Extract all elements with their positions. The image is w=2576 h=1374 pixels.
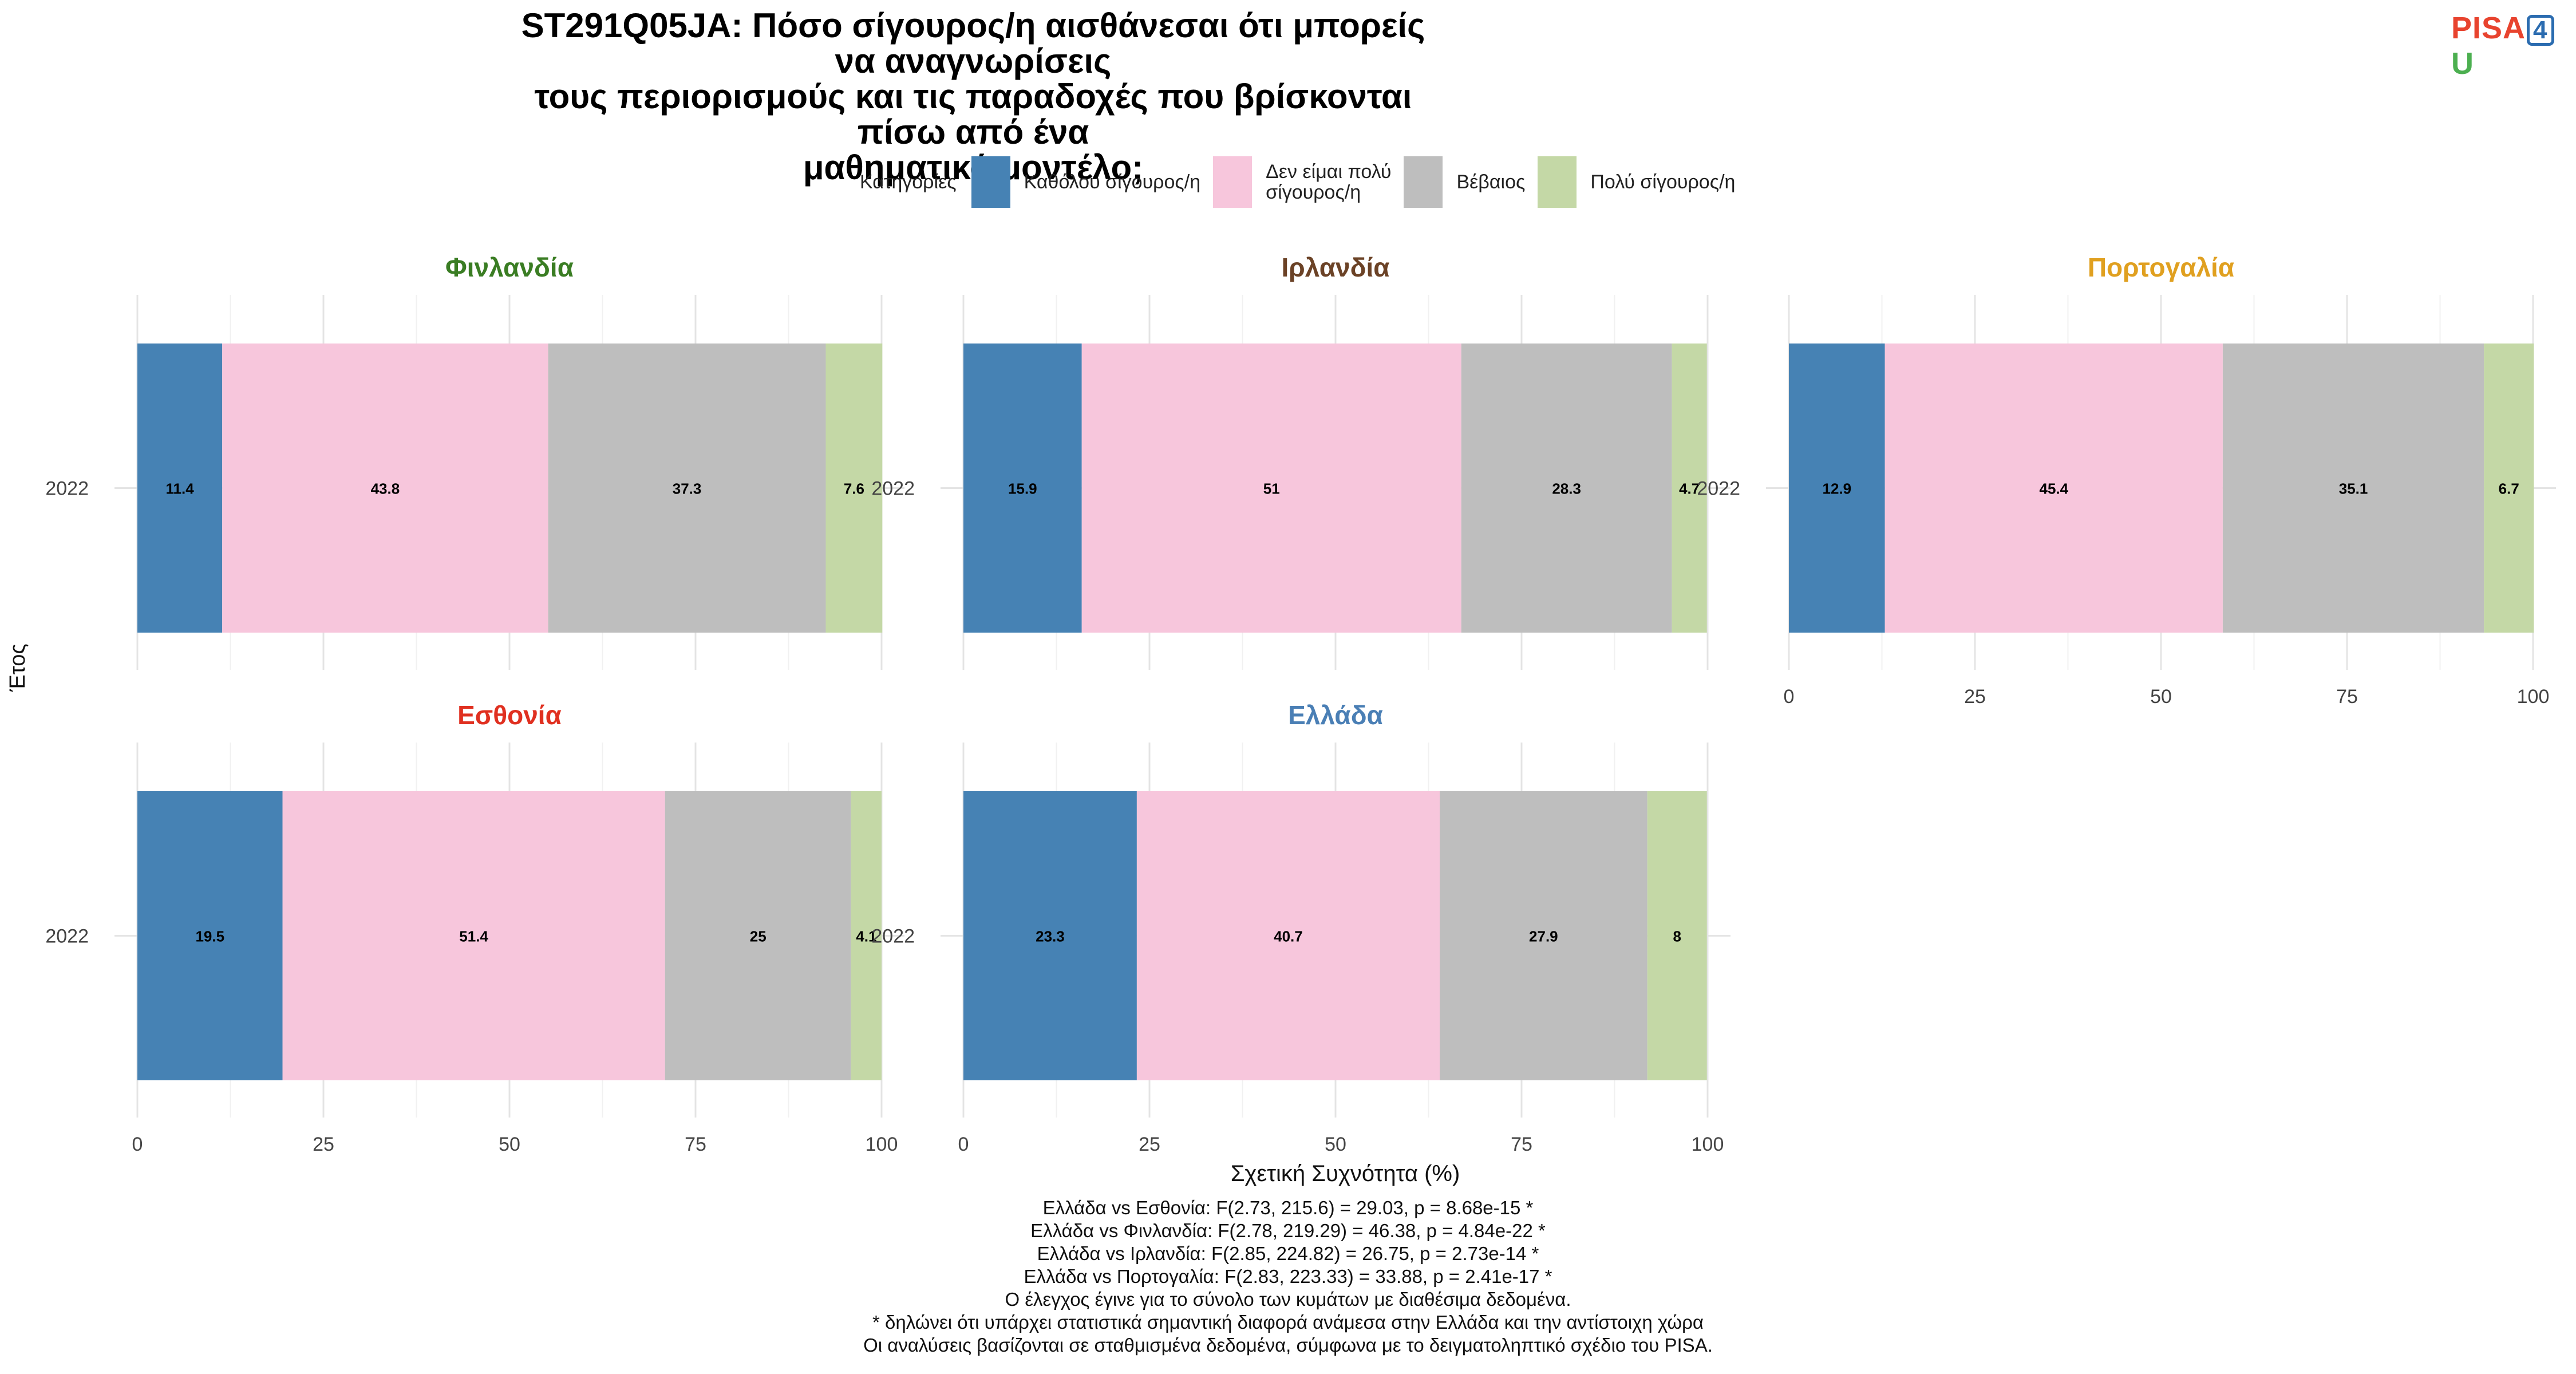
portugal-data-label-not-very-sure: 45.4 [2039,480,2068,498]
portugal-data-label-certain: 35.1 [2339,480,2368,498]
portugal-x-tick-label: 100 [2517,686,2550,708]
estonia-y-tick-label: 2022 [45,926,89,947]
estonia-data-label-certain: 25 [750,928,767,945]
greece-bar-not-sure [963,791,1137,1080]
greece-x-tick-label: 50 [1325,1134,1346,1155]
finland-bar-not-sure [137,344,223,633]
estonia-x-tick-label: 0 [132,1134,143,1155]
logo-pisa-text: PISA [2451,11,2526,45]
portugal-x-tick-label: 25 [1964,686,1986,708]
legend-label-not-very-sure: Δεν είμαι πολύ σίγουρος/η [1266,161,1392,203]
ireland-data-label-certain: 28.3 [1552,480,1581,498]
estonia-bar-very-sure [851,791,882,1080]
finland-data-label-very-sure: 7.6 [844,480,864,498]
portugal-bar-very-sure [2484,344,2534,633]
greece-y-tick-label: 2022 [871,926,915,947]
footer-line-6: * δηλώνει ότι υπάρχει στατιστικά σημαντι… [872,1312,1704,1333]
ireland-data-label-not-sure: 15.9 [1008,480,1037,498]
estonia-x-tick-label: 50 [499,1134,520,1155]
portugal-x-tick-label: 0 [1784,686,1795,708]
estonia-x-tick-label: 25 [313,1134,334,1155]
legend-item-certain: Βέβαιος [1404,156,1525,208]
greece-bar-certain [1440,791,1647,1080]
legend-swatch-not-very-sure [1213,156,1253,208]
finland-bar-certain [548,344,826,633]
estonia-x-tick-label: 75 [685,1134,706,1155]
ireland-data-label-very-sure: 4.7 [1679,480,1700,498]
legend-swatch-not-sure [971,156,1010,208]
pisa4u-logo: PISA 4 U [2451,10,2576,81]
greece-data-label-certain: 27.9 [1529,928,1558,945]
portugal-y-tick-label: 2022 [1697,478,1740,500]
portugal-bar-not-sure [1789,344,1885,633]
legend-label-very-sure: Πολύ σίγουρος/η [1590,171,1736,193]
title-line-2: τους περιορισμούς και τις παραδοχές που … [534,77,1412,151]
legend-title: Κατηγορίες [860,171,957,193]
finland-data-label-not-sure: 11.4 [166,480,195,498]
estonia-bar-certain [665,791,851,1080]
finland-data-label-certain: 37.3 [673,480,702,498]
footer-line-4: Ελλάδα vs Πορτογαλία: F(2.83, 223.33) = … [1024,1266,1552,1287]
greece-x-tick-label: 100 [1692,1134,1724,1155]
footer-line-5: Ο έλεγχος έγινε για το σύνολο των κυμάτω… [1005,1289,1571,1310]
footer-line-2: Ελλάδα vs Φινλανδία: F(2.78, 219.29) = 4… [1030,1220,1546,1241]
estonia-bar-not-very-sure [282,791,665,1080]
ireland-bar-not-sure [963,344,1082,633]
greece-bar-very-sure [1647,791,1707,1080]
portugal-data-label-not-sure: 12.9 [1823,480,1852,498]
footer-notes: Ελλάδα vs Εσθονία: F(2.73, 215.6) = 29.0… [716,1197,1860,1357]
panel-title-greece: Ελλάδα [1288,700,1383,730]
finland-bar-very-sure [825,344,883,633]
finland-data-label-not-very-sure: 43.8 [371,480,400,498]
greece-data-label-not-very-sure: 40.7 [1274,928,1303,945]
footer-line-3: Ελλάδα vs Ιρλανδία: F(2.85, 224.82) = 26… [1037,1243,1539,1264]
estonia-data-label-very-sure: 4.1 [856,928,876,945]
legend-label-not-sure: Καθόλου σίγουρος/η [1024,171,1201,193]
panel-title-finland: Φινλανδία [445,252,574,282]
estonia-bar-not-sure [137,791,283,1080]
portugal-data-label-very-sure: 6.7 [2499,480,2519,498]
ireland-bar-certain [1461,344,1672,633]
legend-swatch-very-sure [1538,156,1577,208]
greece-x-tick-label: 0 [958,1134,969,1155]
legend-item-not-sure: Καθόλου σίγουρος/η [971,156,1201,208]
finland-y-tick-label: 2022 [45,478,89,500]
finland-bar-not-very-sure [222,344,548,633]
estonia-x-tick-label: 100 [866,1134,898,1155]
greece-x-tick-label: 75 [1511,1134,1532,1155]
panel-title-estonia: Εσθονία [457,700,562,730]
logo-u-text: U [2451,46,2474,81]
portugal-x-tick-label: 75 [2336,686,2358,708]
ireland-y-tick-label: 2022 [871,478,915,500]
greece-bar-not-very-sure [1136,791,1440,1080]
greece-data-label-not-sure: 23.3 [1036,928,1065,945]
greece-x-tick-label: 25 [1139,1134,1160,1155]
footer-line-7: Οι αναλύσεις βασίζονται σε σταθμισμένα δ… [863,1334,1713,1356]
logo-four-text: 4 [2527,15,2554,46]
ireland-data-label-not-very-sure: 51 [1263,480,1280,498]
portugal-bar-not-very-sure [1884,344,2223,633]
ireland-bar-not-very-sure [1081,344,1461,633]
panel-title-portugal: Πορτογαλία [2087,252,2235,282]
x-axis-label: Σχετική Συχνότητα (%) [1230,1161,1460,1186]
portugal-bar-certain [2222,344,2484,633]
legend-item-very-sure: Πολύ σίγουρος/η [1538,156,1735,208]
legend-label-certain: Βέβαιος [1456,171,1526,193]
legend: Κατηγορίες Καθόλου σίγουρος/η Δεν είμαι … [860,156,1748,208]
estonia-data-label-not-very-sure: 51.4 [459,928,488,945]
portugal-x-tick-label: 50 [2150,686,2172,708]
legend-item-not-very-sure: Δεν είμαι πολύ σίγουρος/η [1213,156,1391,208]
y-axis-label: Έτος [6,643,30,692]
panel-title-ireland: Ιρλανδία [1281,252,1390,282]
greece-data-label-very-sure: 8 [1673,928,1681,945]
legend-swatch-certain [1404,156,1443,208]
ireland-bar-very-sure [1672,344,1707,633]
footer-line-1: Ελλάδα vs Εσθονία: F(2.73, 215.6) = 29.0… [1042,1197,1534,1218]
estonia-data-label-not-sure: 19.5 [195,928,224,945]
title-line-1: ST291Q05JA: Πόσο σίγουρος/η αισθάνεσαι ό… [521,6,1425,80]
